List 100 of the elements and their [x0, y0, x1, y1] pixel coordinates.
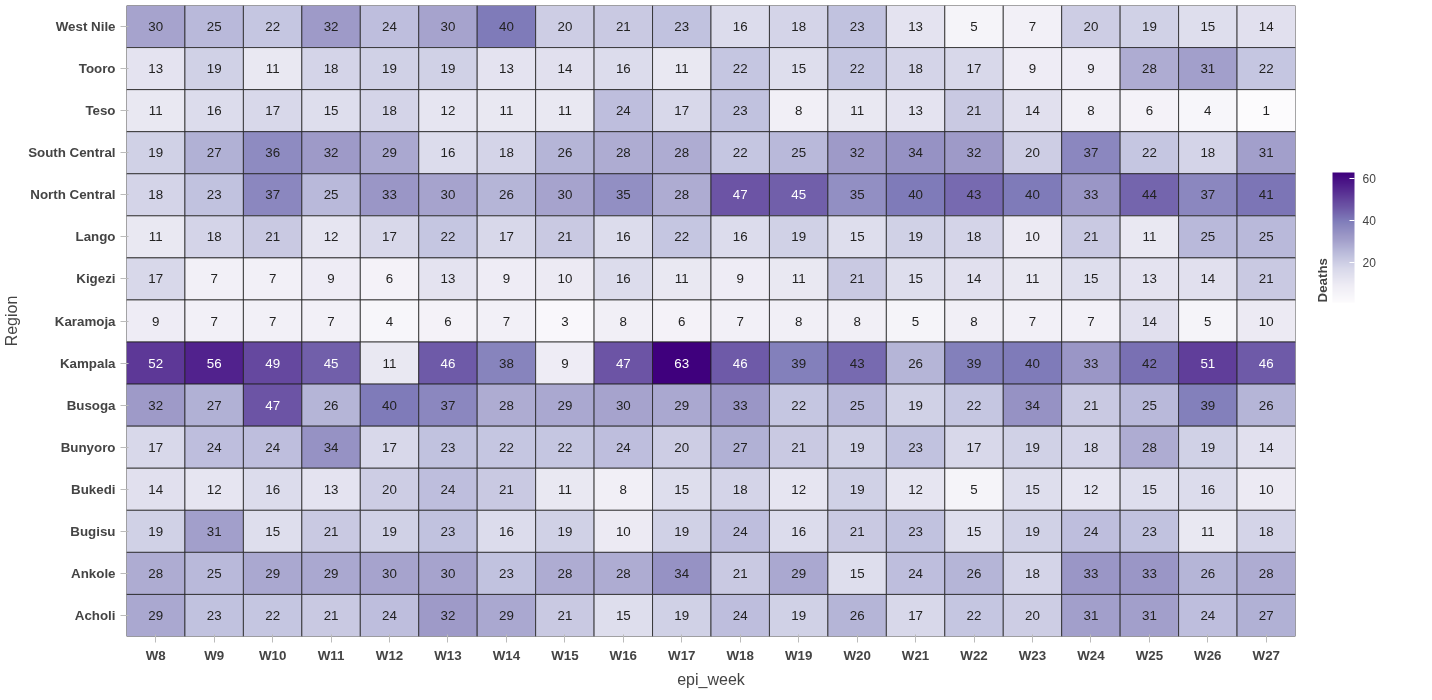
data-label: 23 [908, 523, 923, 539]
data-label: 19 [674, 523, 690, 539]
data-label: 11 [1142, 229, 1157, 245]
data-label: 19 [791, 229, 807, 245]
color-bar-label: 20 [1362, 256, 1377, 271]
data-label: 18 [1025, 565, 1040, 581]
data-label: 11 [674, 271, 689, 287]
data-label: 16 [615, 61, 631, 77]
data-label: 24 [615, 103, 632, 119]
data-label: 24 [1200, 607, 1216, 623]
data-label: 25 [1258, 229, 1274, 245]
data-label: 29 [499, 607, 514, 623]
y-tick-label: Bugisu [70, 523, 116, 539]
data-label: 18 [499, 145, 514, 161]
data-label: 25 [206, 565, 222, 581]
data-label: 26 [908, 355, 923, 371]
data-label: 16 [1200, 481, 1216, 497]
data-label: 16 [615, 271, 631, 287]
data-label: 18 [1258, 523, 1274, 539]
x-tick-label: W18 [726, 647, 754, 663]
data-label: 19 [791, 607, 807, 623]
data-label: 7 [327, 313, 335, 329]
data-label: 5 [970, 19, 978, 35]
data-label: 11 [850, 103, 865, 119]
x-tick-label: W10 [258, 647, 287, 663]
data-label: 10 [615, 523, 631, 539]
data-label: 17 [382, 229, 397, 245]
data-label: 42 [1141, 355, 1157, 371]
data-label: 32 [148, 397, 164, 413]
data-label: 18 [382, 103, 397, 119]
data-label: 15 [1083, 271, 1099, 287]
data-label: 23 [499, 565, 514, 581]
data-label: 13 [908, 103, 923, 119]
data-label: 13 [440, 271, 456, 287]
data-label: 11 [1200, 523, 1215, 539]
data-label: 7 [736, 313, 744, 329]
data-label: 30 [615, 397, 631, 413]
data-label: 37 [1200, 187, 1216, 203]
data-label: 22 [557, 439, 573, 455]
y-tick-label: Bunyoro [60, 439, 116, 455]
x-tick-label: W16 [609, 647, 638, 663]
data-label: 21 [557, 229, 573, 245]
data-label: 40 [499, 19, 514, 35]
data-label: 21 [966, 103, 982, 119]
data-label: 23 [732, 103, 748, 119]
data-label: 12 [908, 481, 923, 497]
data-label: 11 [791, 271, 806, 287]
data-label: 28 [1141, 439, 1157, 455]
data-label: 25 [206, 19, 222, 35]
data-label: 18 [148, 187, 164, 203]
data-label: 16 [440, 145, 456, 161]
data-label: 32 [966, 145, 982, 161]
data-label: 17 [966, 439, 982, 455]
data-label: 35 [615, 187, 631, 203]
data-label: 43 [966, 187, 982, 203]
data-label: 17 [148, 271, 164, 287]
y-tick-label: Ankole [71, 565, 116, 581]
data-label: 7 [1028, 313, 1037, 329]
data-label: 44 [1141, 187, 1158, 203]
data-label: 33 [1141, 565, 1157, 581]
data-label: 23 [206, 187, 222, 203]
data-label: 21 [1083, 397, 1099, 413]
data-label: 18 [791, 19, 807, 35]
data-label: 63 [674, 355, 690, 371]
data-label: 16 [732, 229, 748, 245]
data-label: 18 [323, 61, 339, 77]
data-label: 31 [1141, 607, 1157, 623]
data-label: 22 [1258, 61, 1274, 77]
data-label: 19 [849, 481, 865, 497]
data-label: 19 [1141, 19, 1157, 35]
data-label: 27 [732, 439, 748, 455]
data-label: 19 [1200, 439, 1216, 455]
data-label: 21 [849, 271, 865, 287]
data-label: 31 [1258, 145, 1274, 161]
data-label: 22 [791, 397, 807, 413]
data-label: 29 [791, 565, 807, 581]
data-label: 18 [206, 229, 222, 245]
data-label: 1 [1262, 103, 1270, 119]
data-label: 13 [148, 61, 164, 77]
data-label: 18 [1083, 439, 1099, 455]
data-label: 7 [268, 313, 277, 329]
data-label: 13 [323, 481, 339, 497]
data-label: 47 [732, 187, 748, 203]
y-tick-label: North Central [30, 187, 116, 203]
x-tick-label: W25 [1135, 647, 1164, 663]
data-label: 25 [791, 145, 807, 161]
data-label: 11 [557, 103, 572, 119]
data-label: 22 [499, 439, 514, 455]
data-label: 22 [440, 229, 456, 245]
data-label: 18 [732, 481, 748, 497]
data-label: 24 [732, 607, 749, 623]
data-label: 34 [908, 145, 924, 161]
data-label: 15 [966, 523, 982, 539]
data-label: 16 [732, 19, 748, 35]
data-label: 25 [323, 187, 339, 203]
data-label: 39 [966, 355, 982, 371]
data-label: 32 [323, 145, 339, 161]
data-label: 15 [791, 61, 807, 77]
data-label: 8 [853, 313, 861, 329]
data-label: 16 [265, 481, 281, 497]
